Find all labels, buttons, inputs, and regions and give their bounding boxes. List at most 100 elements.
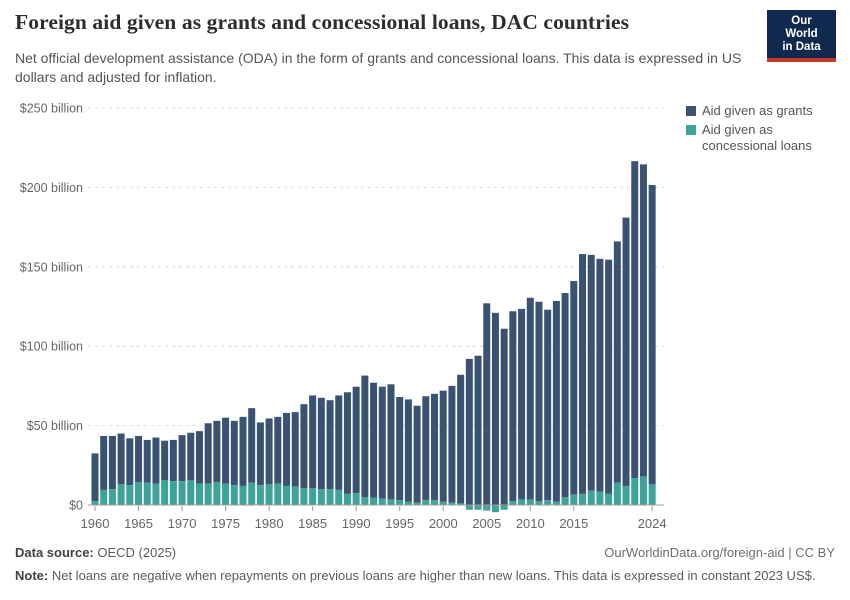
- bar-loans-segment[interactable]: [161, 480, 169, 505]
- bar-grants-segment[interactable]: [143, 439, 151, 483]
- bar-grants-segment[interactable]: [100, 435, 108, 490]
- bar-grants-segment[interactable]: [91, 453, 99, 502]
- bar-grants-segment[interactable]: [178, 435, 186, 482]
- bar-grants-segment[interactable]: [509, 311, 517, 502]
- bar-loans-segment[interactable]: [648, 484, 656, 505]
- legend-item-loans[interactable]: Aid given as concessional loans: [686, 122, 838, 154]
- bar-loans-segment[interactable]: [622, 485, 630, 505]
- bar-loans-segment[interactable]: [535, 501, 543, 505]
- bar-grants-segment[interactable]: [639, 164, 647, 477]
- bar-loans-segment[interactable]: [465, 505, 473, 510]
- bar-loans-segment[interactable]: [152, 483, 160, 505]
- bar-grants-segment[interactable]: [161, 440, 169, 481]
- bar-grants-segment[interactable]: [343, 392, 351, 494]
- bar-loans-segment[interactable]: [204, 483, 212, 505]
- bar-grants-segment[interactable]: [613, 241, 621, 483]
- bar-grants-segment[interactable]: [474, 355, 482, 505]
- bar-loans-segment[interactable]: [143, 482, 151, 505]
- bar-loans-segment[interactable]: [326, 489, 334, 505]
- bar-grants-segment[interactable]: [570, 281, 578, 495]
- bar-grants-segment[interactable]: [222, 417, 230, 484]
- bar-loans-segment[interactable]: [265, 484, 273, 505]
- bar-loans-segment[interactable]: [178, 481, 186, 505]
- bar-loans-segment[interactable]: [117, 484, 125, 505]
- bar-loans-segment[interactable]: [605, 493, 613, 505]
- bar-loans-segment[interactable]: [283, 485, 291, 505]
- bar-grants-segment[interactable]: [622, 217, 630, 486]
- bar-grants-segment[interactable]: [352, 386, 360, 494]
- bar-grants-segment[interactable]: [483, 303, 491, 505]
- bar-grants-segment[interactable]: [535, 301, 543, 502]
- bar-loans-segment[interactable]: [317, 489, 325, 505]
- bar-grants-segment[interactable]: [431, 393, 439, 501]
- bar-grants-segment[interactable]: [309, 395, 317, 489]
- bar-loans-segment[interactable]: [552, 501, 560, 505]
- bar-grants-segment[interactable]: [648, 185, 656, 485]
- bar-loans-segment[interactable]: [491, 505, 499, 513]
- bar-grants-segment[interactable]: [370, 382, 378, 498]
- bar-loans-segment[interactable]: [335, 489, 343, 505]
- bar-grants-segment[interactable]: [422, 396, 430, 501]
- bar-grants-segment[interactable]: [291, 412, 299, 487]
- bar-grants-segment[interactable]: [500, 328, 508, 505]
- bar-grants-segment[interactable]: [378, 386, 386, 499]
- bar-loans-segment[interactable]: [587, 490, 595, 505]
- bar-loans-segment[interactable]: [413, 502, 421, 505]
- bar-grants-segment[interactable]: [152, 437, 160, 484]
- bar-grants-segment[interactable]: [361, 375, 369, 498]
- bar-loans-segment[interactable]: [422, 500, 430, 505]
- bar-grants-segment[interactable]: [587, 254, 595, 491]
- bar-grants-segment[interactable]: [396, 397, 404, 501]
- bar-grants-segment[interactable]: [561, 293, 569, 498]
- bar-loans-segment[interactable]: [108, 489, 116, 505]
- bar-grants-segment[interactable]: [248, 408, 256, 483]
- bar-loans-segment[interactable]: [596, 491, 604, 505]
- bar-grants-segment[interactable]: [274, 416, 282, 484]
- bar-loans-segment[interactable]: [126, 485, 134, 505]
- attribution-link[interactable]: OurWorldinData.org/foreign-aid | CC BY: [604, 545, 835, 560]
- bar-loans-segment[interactable]: [561, 497, 569, 505]
- bar-grants-segment[interactable]: [265, 418, 273, 485]
- bar-grants-segment[interactable]: [135, 435, 143, 482]
- bar-loans-segment[interactable]: [248, 482, 256, 505]
- bar-loans-segment[interactable]: [343, 493, 351, 505]
- bar-grants-segment[interactable]: [465, 358, 473, 505]
- bar-loans-segment[interactable]: [396, 500, 404, 505]
- bar-loans-segment[interactable]: [509, 501, 517, 505]
- bar-loans-segment[interactable]: [448, 502, 456, 505]
- bar-loans-segment[interactable]: [135, 481, 143, 505]
- bar-grants-segment[interactable]: [317, 397, 325, 490]
- bar-grants-segment[interactable]: [544, 309, 552, 501]
- bar-loans-segment[interactable]: [361, 497, 369, 505]
- bar-grants-segment[interactable]: [439, 390, 447, 502]
- bar-grants-segment[interactable]: [169, 439, 177, 482]
- bar-loans-segment[interactable]: [100, 489, 108, 505]
- bar-loans-segment[interactable]: [518, 499, 526, 505]
- bar-loans-segment[interactable]: [404, 501, 412, 505]
- bar-loans-segment[interactable]: [544, 500, 552, 505]
- bar-grants-segment[interactable]: [518, 308, 526, 500]
- bar-loans-segment[interactable]: [631, 478, 639, 505]
- bar-grants-segment[interactable]: [404, 399, 412, 502]
- bar-grants-segment[interactable]: [239, 416, 247, 486]
- bar-grants-segment[interactable]: [126, 438, 134, 486]
- owid-logo[interactable]: Our World in Data: [767, 10, 836, 62]
- bar-grants-segment[interactable]: [195, 431, 203, 484]
- bar-loans-segment[interactable]: [291, 486, 299, 505]
- bar-grants-segment[interactable]: [413, 405, 421, 503]
- legend-item-grants[interactable]: Aid given as grants: [686, 103, 838, 119]
- bar-loans-segment[interactable]: [579, 493, 587, 505]
- bar-grants-segment[interactable]: [448, 385, 456, 503]
- bar-loans-segment[interactable]: [187, 480, 195, 505]
- bar-loans-segment[interactable]: [370, 497, 378, 505]
- bar-grants-segment[interactable]: [631, 161, 639, 479]
- bar-loans-segment[interactable]: [613, 482, 621, 505]
- bar-grants-segment[interactable]: [213, 420, 221, 482]
- bar-grants-segment[interactable]: [491, 312, 499, 505]
- bar-grants-segment[interactable]: [204, 423, 212, 484]
- bar-grants-segment[interactable]: [335, 395, 343, 490]
- bar-loans-segment[interactable]: [256, 485, 264, 505]
- bar-loans-segment[interactable]: [352, 493, 360, 505]
- bar-loans-segment[interactable]: [230, 485, 238, 505]
- bar-loans-segment[interactable]: [239, 485, 247, 505]
